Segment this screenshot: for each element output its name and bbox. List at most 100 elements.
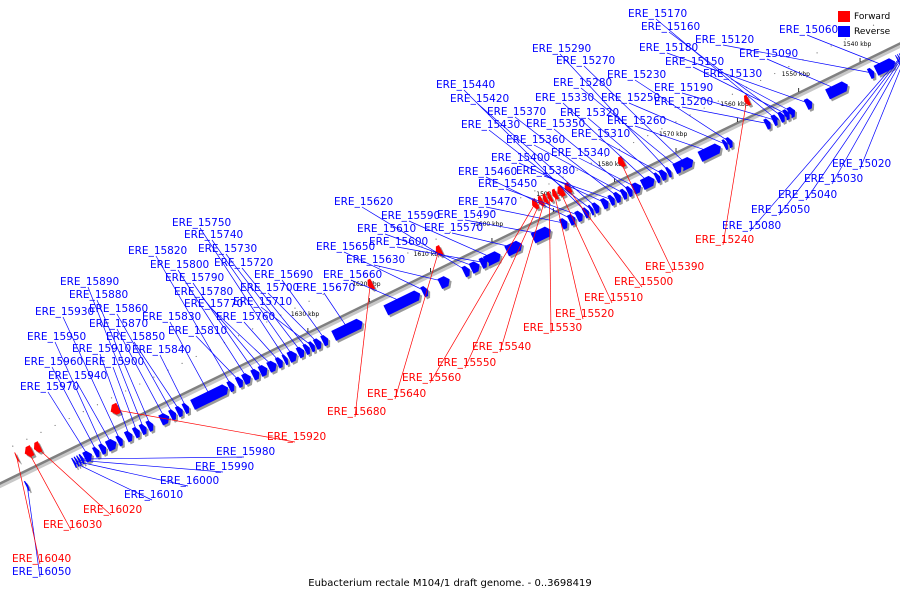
gene-ere_15250[interactable] <box>721 139 729 151</box>
gene-ere_15330[interactable] <box>639 175 655 191</box>
gene-label[interactable]: ERE_15130 <box>703 68 762 80</box>
gene-label[interactable]: ERE_15690 <box>254 269 313 281</box>
gene-ere_15870[interactable] <box>158 413 170 426</box>
gene-ere_15930[interactable] <box>115 435 123 447</box>
gene-label[interactable]: ERE_15610 <box>357 223 416 235</box>
gene-label[interactable]: ERE_15680 <box>327 406 386 418</box>
gene-label[interactable]: ERE_15440 <box>436 79 495 91</box>
gene-ere_15760[interactable] <box>274 357 283 369</box>
gene-label[interactable]: ERE_15750 <box>172 217 231 229</box>
gene-label[interactable]: ERE_16000 <box>160 475 219 487</box>
gene-ere_15660[interactable] <box>383 290 421 316</box>
gene-label[interactable]: ERE_15650 <box>316 241 375 253</box>
gene-label[interactable]: ERE_15640 <box>367 388 426 400</box>
gene-label[interactable]: ERE_15250 <box>601 92 660 104</box>
gene-label[interactable]: ERE_15330 <box>535 92 594 104</box>
gene-ere_15830[interactable] <box>190 384 229 410</box>
gene-label[interactable]: ERE_15850 <box>106 331 165 343</box>
gene-label[interactable]: ERE_15290 <box>532 43 591 55</box>
gene-ere_15150[interactable] <box>782 109 790 121</box>
gene-ere_15190[interactable] <box>770 115 778 127</box>
gene-label[interactable]: ERE_15270 <box>556 55 615 67</box>
gene-ere_15470[interactable] <box>558 218 568 230</box>
gene-label[interactable]: ERE_15720 <box>214 257 273 269</box>
gene-ere_15970[interactable] <box>82 450 92 463</box>
gene-label[interactable]: ERE_15060 <box>779 24 838 36</box>
gene-label[interactable]: ERE_15830 <box>142 311 201 323</box>
gene-ere_15510[interactable] <box>557 185 566 197</box>
gene-ere_15130[interactable] <box>786 106 796 119</box>
gene-ere_15680[interactable] <box>367 278 376 290</box>
gene-ere_15630[interactable] <box>437 276 450 290</box>
gene-label[interactable]: ERE_15770 <box>184 298 243 310</box>
gene-label[interactable]: ERE_15420 <box>450 93 509 105</box>
gene-label[interactable]: ERE_15740 <box>184 229 243 241</box>
gene-label[interactable]: ERE_15670 <box>296 282 355 294</box>
gene-ere_15090[interactable] <box>825 81 848 100</box>
gene-label[interactable]: ERE_15470 <box>458 196 517 208</box>
gene-label[interactable]: ERE_15240 <box>695 234 754 246</box>
gene-label[interactable]: ERE_15920 <box>267 431 326 443</box>
gene-label[interactable]: ERE_15510 <box>584 292 643 304</box>
gene-label[interactable]: ERE_15020 <box>832 158 891 170</box>
gene-label[interactable]: ERE_15280 <box>553 77 612 89</box>
gene-ere_15620[interactable] <box>461 265 470 278</box>
gene-label[interactable]: ERE_15930 <box>35 306 94 318</box>
gene-label[interactable]: ERE_15980 <box>216 446 275 458</box>
gene-label[interactable]: ERE_15200 <box>654 96 713 108</box>
gene-label[interactable]: ERE_15900 <box>85 356 144 368</box>
gene-label[interactable]: ERE_16050 <box>12 566 71 578</box>
gene-label[interactable]: ERE_15570 <box>424 222 483 234</box>
gene-ere_15790[interactable] <box>250 368 260 381</box>
gene-ere_16010[interactable] <box>71 457 77 469</box>
gene-ere_15720[interactable] <box>302 343 310 356</box>
gene-label[interactable]: ERE_15120 <box>695 34 754 46</box>
gene-ere_15690[interactable] <box>320 334 329 347</box>
gene-label[interactable]: ERE_15950 <box>27 331 86 343</box>
gene-ere_15440[interactable] <box>581 207 590 219</box>
gene-ere_15880[interactable] <box>145 420 154 432</box>
gene-label[interactable]: ERE_15860 <box>89 303 148 315</box>
gene-label[interactable]: ERE_15350 <box>526 118 585 130</box>
gene-ere_15460[interactable] <box>566 214 576 226</box>
gene-label[interactable]: ERE_15970 <box>20 381 79 393</box>
gene-ere_15450[interactable] <box>574 210 583 223</box>
gene-label[interactable]: ERE_15990 <box>195 461 254 473</box>
gene-ere_15990[interactable] <box>76 455 82 466</box>
gene-ere_15570[interactable] <box>504 240 523 257</box>
gene-label[interactable]: ERE_15840 <box>132 344 191 356</box>
gene-label[interactable]: ERE_15460 <box>458 166 517 178</box>
gene-ere_16030[interactable] <box>24 445 35 457</box>
gene-ere_15180[interactable] <box>803 98 813 110</box>
gene-ere_15120[interactable] <box>866 67 875 80</box>
gene-ere_15670[interactable] <box>331 318 363 341</box>
gene-label[interactable]: ERE_15360 <box>506 134 565 146</box>
gene-ere_15960[interactable] <box>91 446 100 458</box>
gene-label[interactable]: ERE_15960 <box>24 356 83 368</box>
gene-label[interactable]: ERE_15450 <box>478 178 537 190</box>
gene-label[interactable]: ERE_15890 <box>60 276 119 288</box>
gene-label[interactable]: ERE_15940 <box>48 370 107 382</box>
gene-label[interactable]: ERE_15170 <box>628 8 687 20</box>
gene-label[interactable]: ERE_15500 <box>614 276 673 288</box>
gene-label[interactable]: ERE_15180 <box>639 42 698 54</box>
gene-ere_15900[interactable] <box>131 427 140 439</box>
gene-ere_15430[interactable] <box>587 204 595 216</box>
gene-label[interactable]: ERE_15490 <box>437 209 496 221</box>
gene-label[interactable]: ERE_16010 <box>124 489 183 501</box>
gene-ere_15890[interactable] <box>138 423 147 436</box>
gene-ere_15920[interactable] <box>110 402 122 415</box>
gene-label[interactable]: ERE_15550 <box>437 357 496 369</box>
gene-ere_15530[interactable] <box>546 191 554 203</box>
gene-ere_16050[interactable] <box>23 480 30 492</box>
gene-ere_16020[interactable] <box>33 441 43 453</box>
gene-ere_15800[interactable] <box>241 373 251 386</box>
gene-ere_15820[interactable] <box>226 380 235 393</box>
gene-ere_15600[interactable] <box>478 257 488 269</box>
gene-ere_15520[interactable] <box>551 188 560 200</box>
gene-label[interactable]: ERE_15630 <box>346 254 405 266</box>
gene-label[interactable]: ERE_15870 <box>89 318 148 330</box>
gene-ere_15610[interactable] <box>468 261 480 274</box>
gene-ere_15940[interactable] <box>104 438 117 452</box>
gene-label[interactable]: ERE_15400 <box>491 152 550 164</box>
